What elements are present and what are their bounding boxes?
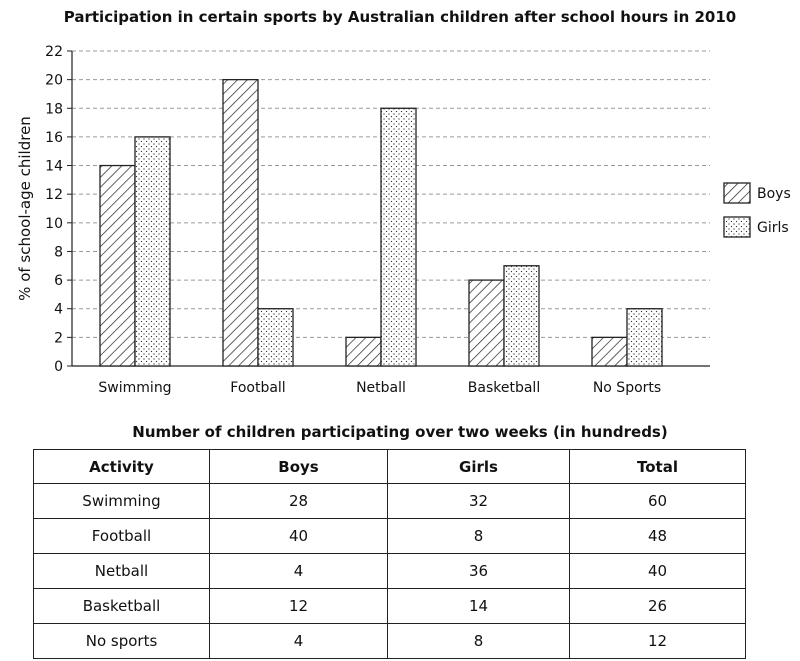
- cell-boys: 12: [209, 588, 388, 624]
- cell-activity: Football: [33, 518, 210, 554]
- x-tick-label: Basketball: [468, 380, 540, 396]
- table-row: Football 40 8 48: [33, 518, 746, 554]
- y-tick-label: 10: [45, 216, 63, 232]
- cell-boys: 4: [209, 623, 388, 659]
- y-tick-label: 8: [54, 244, 63, 260]
- y-axis-label: % of school-age children: [16, 116, 34, 301]
- cell-girls: 36: [387, 553, 570, 589]
- y-tick-label: 16: [45, 130, 63, 146]
- y-tick-label: 20: [45, 73, 63, 89]
- bar-boys-basketball: [468, 279, 505, 367]
- cell-activity: Netball: [33, 553, 210, 589]
- cell-boys: 40: [209, 518, 388, 554]
- bar-boys-no-sports: [591, 336, 628, 367]
- x-tick-label: Football: [230, 380, 285, 396]
- legend-label-boys: Boys: [757, 186, 791, 202]
- cell-activity: Basketball: [33, 588, 210, 624]
- cell-activity: No sports: [33, 623, 210, 659]
- cell-girls: 14: [387, 588, 570, 624]
- y-tick-label: 4: [54, 302, 63, 318]
- cell-total: 40: [569, 553, 746, 589]
- bars: [99, 78, 663, 367]
- x-tick-label: Netball: [356, 380, 406, 396]
- table-row: Swimming 28 32 60: [33, 483, 746, 519]
- legend: Boys Girls: [723, 182, 791, 238]
- header-activity: Activity: [33, 449, 210, 484]
- cell-total: 26: [569, 588, 746, 624]
- cell-girls: 8: [387, 518, 570, 554]
- bar-boys-swimming: [99, 164, 136, 367]
- table-header-row: Activity Boys Girls Total: [33, 449, 746, 484]
- y-tick-label: 2: [54, 330, 63, 346]
- bar-girls-no-sports: [626, 308, 663, 367]
- x-tick-label: No Sports: [593, 380, 661, 396]
- table-row: Netball 4 36 40: [33, 553, 746, 589]
- table-title: Number of children participating over tw…: [132, 423, 668, 441]
- participation-table: Activity Boys Girls Total Swimming 28 32…: [33, 449, 746, 659]
- bar-girls-swimming: [134, 136, 171, 367]
- header-girls: Girls: [387, 449, 570, 484]
- bar-girls-football: [257, 308, 294, 367]
- cell-total: 48: [569, 518, 746, 554]
- y-tick-label: 0: [54, 359, 63, 375]
- legend-swatch-boys: [723, 182, 751, 204]
- table-row: Basketball 12 14 26: [33, 588, 746, 624]
- table-row: No sports 4 8 12: [33, 623, 746, 659]
- bar-boys-netball: [345, 336, 382, 367]
- bar-girls-netball: [380, 107, 417, 367]
- bar-girls-basketball: [503, 265, 540, 367]
- cell-total: 60: [569, 483, 746, 519]
- cell-boys: 4: [209, 553, 388, 589]
- chart-title: Participation in certain sports by Austr…: [63, 8, 737, 26]
- bar-boys-football: [222, 78, 259, 367]
- x-tick-label: Swimming: [98, 380, 171, 396]
- header-total: Total: [569, 449, 746, 484]
- cell-girls: 8: [387, 623, 570, 659]
- bar-chart: 0 2 4 6 8 10 12 14 16 18 20 22 % of school-age child…: [16, 44, 791, 396]
- y-tick-label: 18: [45, 101, 63, 117]
- cell-total: 12: [569, 623, 746, 659]
- cell-girls: 32: [387, 483, 570, 519]
- y-tick-label: 14: [45, 159, 63, 175]
- legend-label-girls: Girls: [757, 220, 789, 236]
- cell-activity: Swimming: [33, 483, 210, 519]
- legend-swatch-girls: [723, 216, 751, 238]
- y-tick-label: 12: [45, 187, 63, 203]
- y-tick-label: 22: [45, 44, 63, 60]
- y-tick-label: 6: [54, 273, 63, 289]
- header-boys: Boys: [209, 449, 388, 484]
- cell-boys: 28: [209, 483, 388, 519]
- axis-labels: 0 2 4 6 8 10 12 14 16 18 20 22 % of school-age child…: [16, 44, 661, 396]
